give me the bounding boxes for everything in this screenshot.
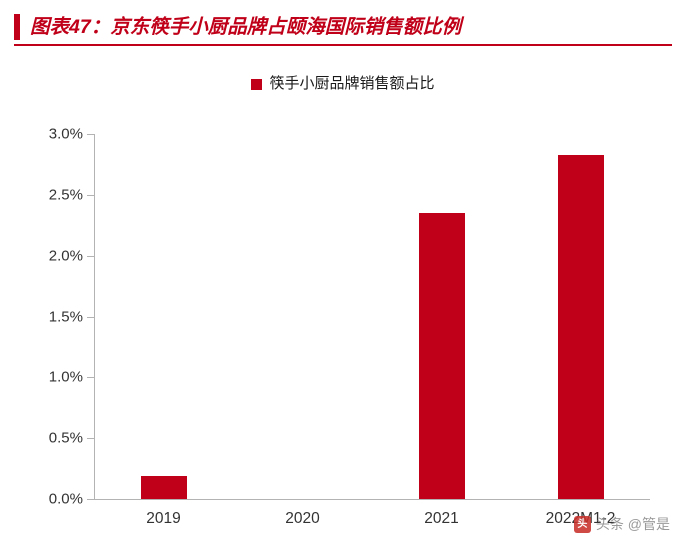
chart-bar: [140, 475, 187, 499]
y-axis-tick: [87, 499, 94, 500]
x-axis-tick-label: 2021: [424, 510, 459, 527]
page-title: 图表47：京东筷手小厨品牌占颐海国际销售额比例: [30, 16, 462, 38]
title-accent-bar: [14, 14, 20, 40]
legend-swatch-icon: [251, 78, 263, 90]
y-axis-tick: [87, 194, 94, 196]
y-axis-tick: [87, 316, 94, 318]
y-axis-tick: [87, 134, 94, 135]
title-divider: [14, 44, 672, 46]
chart-plot-area: 0.0% 0.5% 1.0% 1.5% 2.0% 2.5% 3.0% 2019 2020 2021…: [49, 126, 650, 527]
y-axis-tick: [87, 377, 94, 379]
y-axis-tick-label: 3.0%: [48, 125, 83, 143]
chart-title-bar: 图表47：京东筷手小厨品牌占颐海国际销售额比例: [14, 10, 672, 46]
y-axis-line: [94, 134, 95, 500]
watermark: 头 头条 @管是: [573, 514, 670, 534]
y-axis-tick-label: 0.5%: [48, 429, 83, 447]
legend-item-label: 筷手小厨品牌销售额占比: [269, 75, 435, 92]
y-axis-tick-label: 2.5%: [48, 186, 83, 204]
y-axis-tick-label: 1.0%: [48, 368, 83, 386]
x-axis-tick-label: 2019: [146, 510, 181, 527]
x-axis-tick-label: 2020: [285, 510, 320, 527]
x-axis-line: [94, 499, 650, 500]
chart-bar: [557, 154, 604, 499]
y-axis-tick-label: 1.5%: [48, 308, 83, 325]
chart-bar: [418, 213, 465, 499]
chart-legend: 筷手小厨品牌销售额占比: [0, 76, 686, 92]
watermark-badge-icon: 头: [573, 515, 591, 533]
watermark-text: 头条 @管是: [595, 516, 670, 532]
y-axis-tick: [87, 438, 94, 440]
y-axis-tick-label: 0.0%: [48, 490, 83, 508]
y-axis-tick-label: 2.0%: [48, 247, 83, 265]
y-axis-tick: [87, 255, 94, 257]
